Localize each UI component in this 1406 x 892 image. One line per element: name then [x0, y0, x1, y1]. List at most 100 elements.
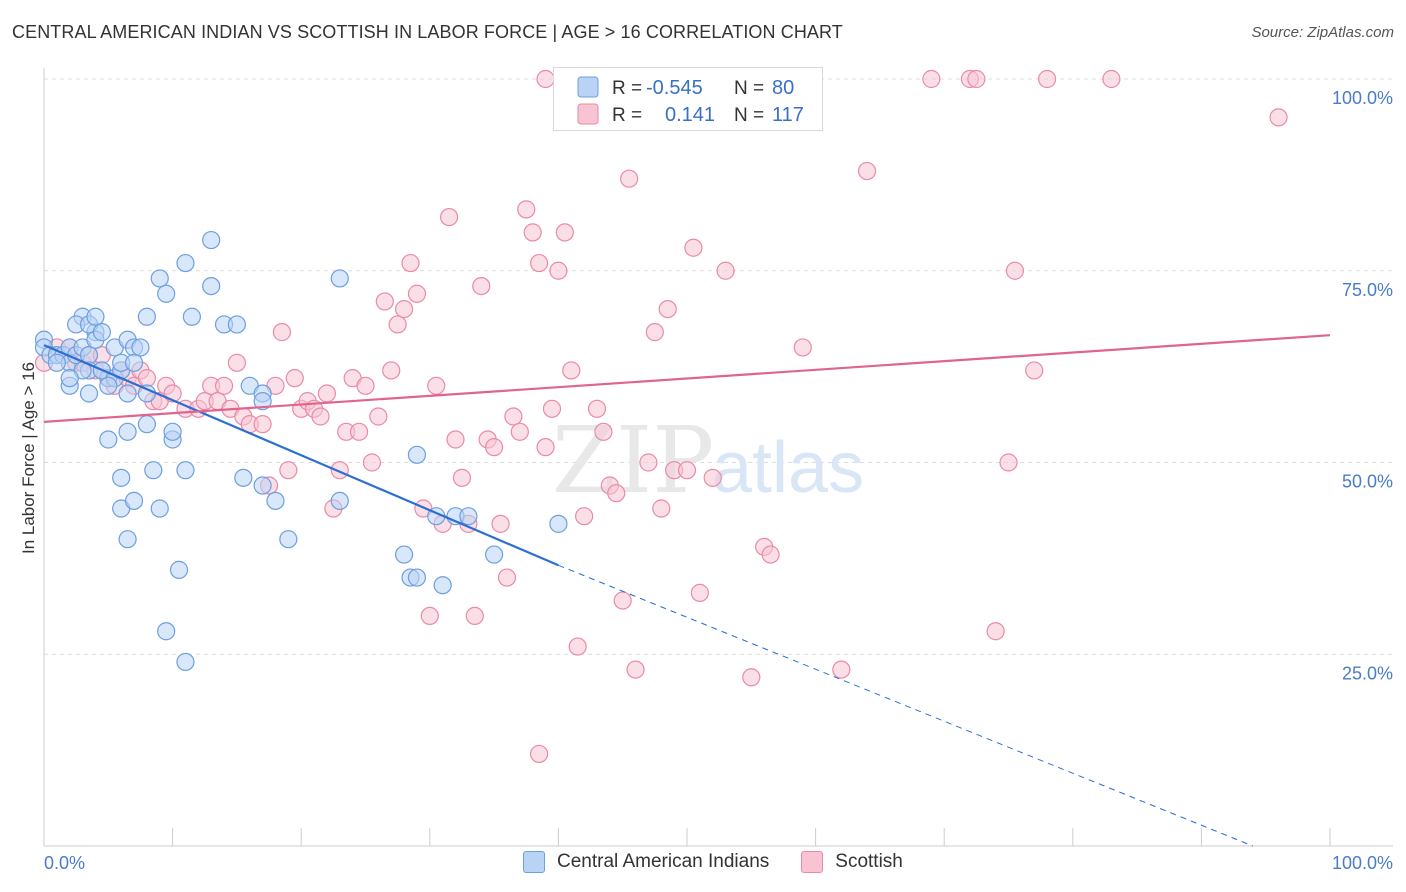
legend-n-value-2: 117: [772, 104, 804, 126]
scottish-point: [645, 323, 664, 342]
legend-r-label-1: R =: [612, 78, 642, 99]
central-american-indian-point: [394, 545, 414, 564]
central-american-indian-point: [176, 253, 195, 273]
legend-swatch-scottish: [801, 851, 824, 873]
legend-item-central-american-indians: Central American Indians: [523, 851, 769, 873]
scottish-point: [491, 514, 510, 533]
legend-r-value-1: -0.545: [646, 77, 703, 99]
scottish-point: [639, 453, 658, 472]
scottish-point: [452, 468, 472, 487]
central-american-indian-point: [137, 307, 156, 326]
scottish-point: [742, 668, 761, 687]
scottish-point: [407, 284, 427, 303]
legend-n-label-2: N =: [734, 105, 764, 126]
scottish-point: [485, 438, 504, 457]
scottish-point: [562, 361, 581, 380]
scottish-point: [555, 223, 574, 242]
scottish-point: [420, 606, 439, 626]
y-axis-label: In Labor Force | Age > 16: [19, 362, 38, 554]
scottish-point: [594, 422, 613, 441]
legend-r-value-2: 0.141: [665, 104, 715, 126]
scottish-point: [536, 69, 555, 89]
scottish-point: [542, 399, 562, 418]
central-american-indian-point: [407, 568, 427, 587]
scottish-point: [382, 361, 401, 380]
central-american-indian-point: [485, 545, 504, 564]
central-american-indian-point: [459, 507, 478, 526]
scottish-point: [510, 422, 529, 441]
scottish-point: [530, 253, 549, 273]
central-american-indian-point: [227, 315, 246, 334]
scottish-point: [922, 69, 941, 89]
central-american-indian-point: [157, 284, 176, 303]
legend-label-central-american-indians: Central American Indians: [557, 851, 770, 872]
legend-swatch-central-american-indians: [523, 851, 545, 873]
central-american-indian-point: [549, 514, 568, 533]
central-american-indian-point: [157, 622, 176, 641]
central-american-indian-point: [330, 269, 349, 288]
scottish-point: [285, 369, 304, 388]
scottish-point: [690, 583, 709, 602]
central-american-indian-point: [234, 468, 253, 487]
scottish-point: [446, 430, 465, 449]
scottish-point: [626, 660, 645, 679]
scottish-point: [857, 161, 877, 181]
central-american-indian-point: [92, 323, 111, 342]
legend-item-scottish: Scottish: [801, 851, 903, 873]
central-american-indian-point: [150, 499, 169, 518]
scottish-point: [227, 353, 246, 372]
scottish-point: [465, 606, 484, 626]
scottish-point: [587, 399, 607, 418]
scottish-point: [439, 207, 459, 227]
scottish-point: [317, 384, 337, 403]
correlation-legend: R = -0.545 N = 80 R = 0.141 N = 117: [553, 67, 823, 131]
scottish-point: [401, 253, 420, 273]
central-american-indian-point: [99, 376, 118, 395]
central-american-indian-point: [163, 422, 182, 441]
scottish-point: [684, 238, 703, 257]
central-american-indian-point: [131, 338, 150, 357]
central-american-indian-points: [34, 230, 568, 672]
scottish-point: [504, 407, 523, 426]
central-american-indian-point: [112, 468, 131, 487]
x-tick-min: 0.0%: [44, 853, 85, 873]
scottish-point: [658, 300, 677, 319]
scottish-point: [388, 315, 407, 334]
central-american-indian-point: [407, 445, 427, 464]
central-american-indian-point: [279, 530, 298, 549]
central-american-indian-point: [118, 422, 137, 441]
scottish-point: [677, 461, 697, 480]
scottish-point: [1269, 108, 1288, 127]
central-american-indian-point: [144, 461, 163, 480]
central-american-indian-point: [433, 576, 452, 595]
scottish-point: [832, 660, 851, 679]
y-tick-label-100: 100.0%: [1332, 88, 1393, 108]
series-legend: Central American Indians Scottish: [523, 851, 935, 873]
scottish-point: [1005, 261, 1025, 280]
scottish-point: [1102, 69, 1121, 89]
scottish-point: [530, 744, 549, 764]
scottish-point: [272, 323, 292, 342]
scottish-point: [523, 223, 542, 242]
scottish-point: [253, 415, 272, 434]
central-american-indian-point: [124, 353, 144, 372]
trend-line-central-american-indians: [43, 344, 559, 567]
scottish-point: [761, 545, 780, 564]
central-american-indian-point: [124, 491, 144, 510]
central-american-indian-point: [176, 461, 195, 480]
central-american-indian-point: [137, 415, 156, 434]
central-american-indian-point: [202, 276, 221, 296]
scottish-point: [356, 376, 375, 395]
legend-swatch-pink: [577, 103, 599, 125]
scottish-point: [620, 169, 639, 188]
central-american-indian-point: [118, 384, 137, 403]
trend-lines: [43, 334, 1331, 847]
scottish-point: [999, 453, 1018, 472]
legend-n-value-1: 80: [772, 77, 794, 99]
central-american-indian-point: [118, 530, 137, 549]
legend-n-label-1: N =: [734, 78, 764, 99]
central-american-indian-point: [330, 491, 349, 510]
legend-swatch-blue: [577, 76, 599, 98]
scottish-point: [369, 407, 388, 426]
scottish-point: [497, 568, 517, 587]
